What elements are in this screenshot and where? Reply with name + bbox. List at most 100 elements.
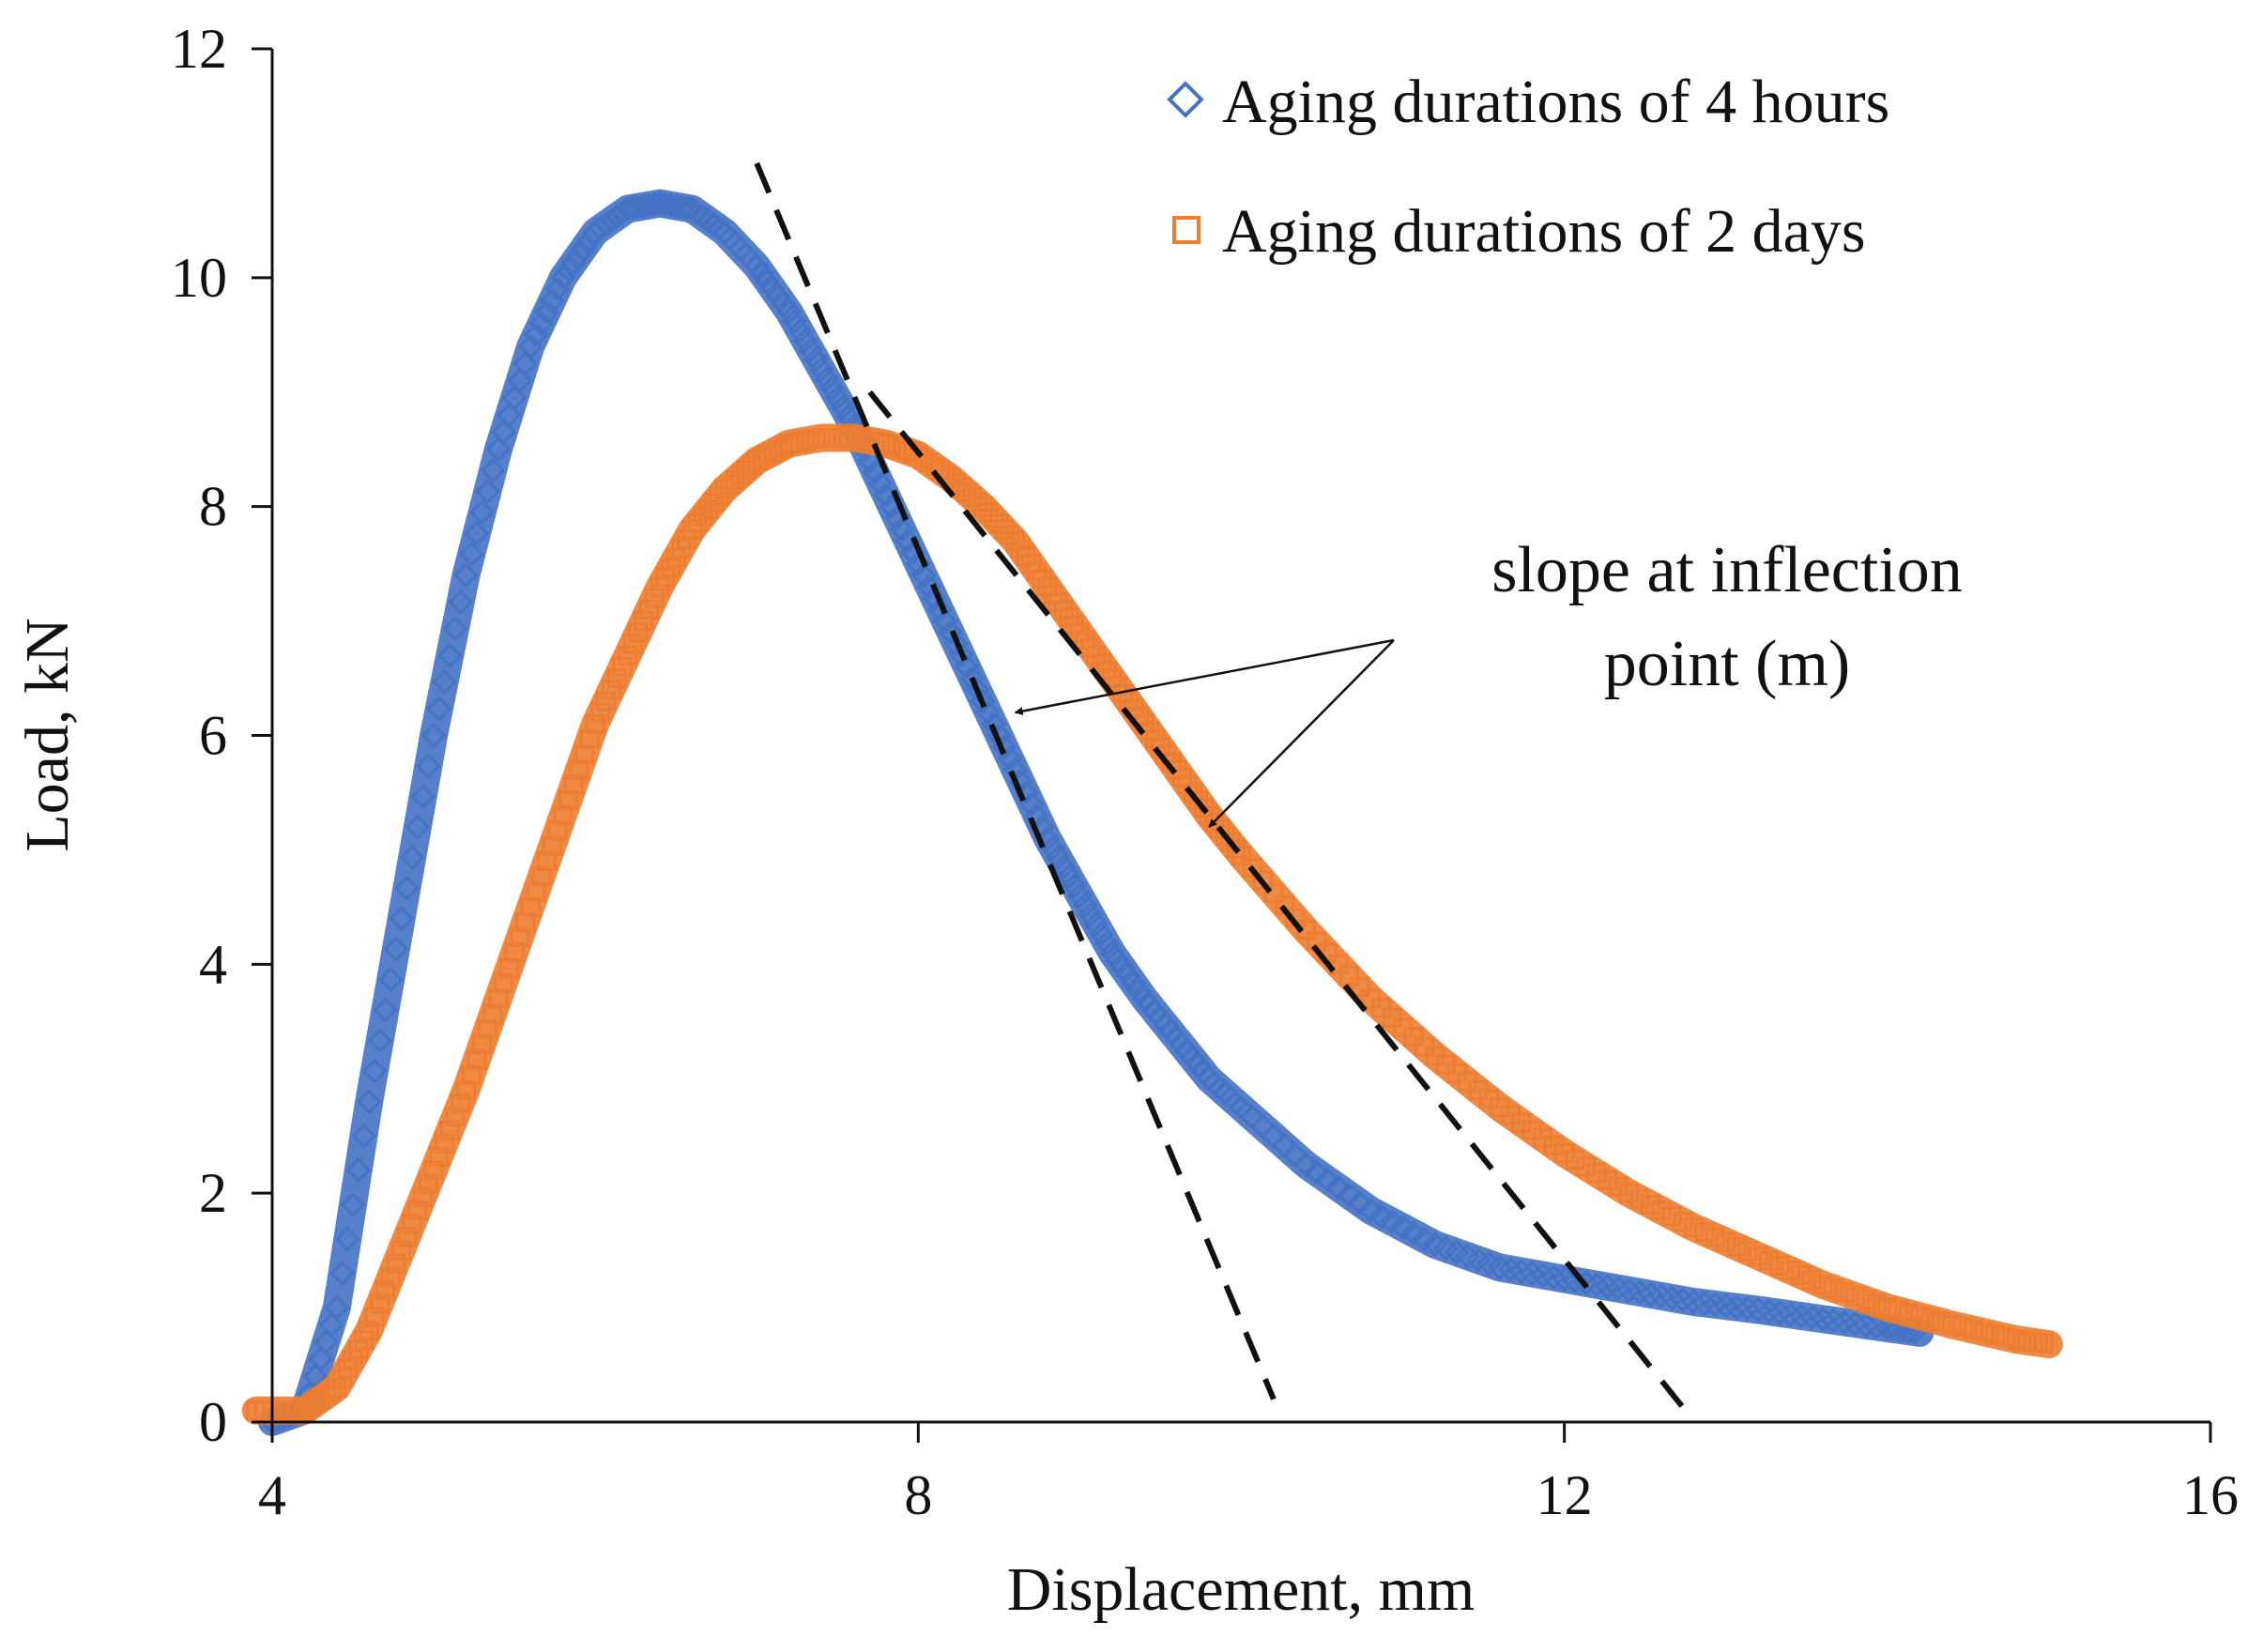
data-point xyxy=(563,774,584,795)
data-point xyxy=(321,1381,342,1401)
tangent-lines xyxy=(754,161,1689,1413)
data-point xyxy=(544,276,571,302)
data-point xyxy=(1040,834,1066,861)
data-point xyxy=(445,1107,466,1127)
data-point xyxy=(1046,845,1071,870)
data-point xyxy=(402,1214,422,1234)
data-point xyxy=(781,309,807,335)
data-point xyxy=(1357,1198,1384,1223)
data-point xyxy=(383,936,409,962)
data-point xyxy=(364,1307,385,1327)
data-point xyxy=(932,608,958,635)
data-point xyxy=(1920,1308,1941,1329)
series-layer xyxy=(241,189,2063,1436)
data-point xyxy=(458,542,484,567)
data-point xyxy=(819,375,845,402)
data-point xyxy=(1791,1265,1812,1286)
data-point xyxy=(579,729,600,750)
data-point xyxy=(873,482,899,508)
data-point xyxy=(477,1018,497,1039)
data-point xyxy=(703,493,724,513)
axis-ticks: 4 8 12 16 0 2 4 6 8 10 12 xyxy=(171,18,2239,1526)
data-point xyxy=(389,906,415,932)
data-point xyxy=(1985,1324,2006,1345)
data-point xyxy=(988,513,1009,534)
data-point xyxy=(1748,1246,1768,1266)
data-point xyxy=(1121,971,1147,997)
data-point xyxy=(1964,1320,1984,1340)
data-point xyxy=(585,713,605,734)
data-point xyxy=(622,634,643,654)
data-point xyxy=(1769,1255,1790,1276)
data-point xyxy=(830,394,856,421)
data-point xyxy=(1433,1235,1459,1262)
data-point xyxy=(1586,1163,1607,1184)
data-point xyxy=(1072,892,1098,918)
data-point xyxy=(808,356,834,382)
data-point xyxy=(413,1186,434,1207)
data-point xyxy=(456,1079,476,1100)
data-point xyxy=(1737,1241,1758,1262)
data-point xyxy=(523,322,549,348)
data-point xyxy=(792,328,818,354)
data-point xyxy=(340,1191,366,1217)
data-point xyxy=(469,499,496,526)
legend-marker-2-days xyxy=(1172,216,1200,244)
annotation-line-2: point (m) xyxy=(1604,628,1850,700)
data-point xyxy=(835,404,862,430)
data-point xyxy=(1823,1278,1843,1299)
data-point xyxy=(380,1267,401,1288)
data-point xyxy=(709,485,729,506)
data-point xyxy=(1952,1317,1973,1338)
data-point xyxy=(1078,902,1104,927)
legend-label-2-days: Aging durations of 2 days xyxy=(1222,197,1866,266)
data-point xyxy=(572,234,598,260)
data-point xyxy=(1210,818,1231,839)
data-point xyxy=(453,562,479,589)
data-point xyxy=(1476,1250,1502,1277)
data-point xyxy=(612,656,633,677)
data-point xyxy=(1759,1250,1780,1271)
legend-label-4-hours: Aging durations of 4 hours xyxy=(1222,68,1889,136)
data-point xyxy=(1018,791,1045,818)
data-point xyxy=(393,875,420,901)
data-point xyxy=(994,519,1015,540)
data-point xyxy=(418,1173,438,1194)
x-tick-label: 16 xyxy=(2182,1464,2239,1526)
data-point xyxy=(618,645,638,665)
data-point xyxy=(1226,838,1246,859)
data-point xyxy=(480,457,506,483)
data-point xyxy=(601,680,621,700)
data-point xyxy=(1050,854,1077,880)
data-point xyxy=(1661,1206,1682,1227)
data-point xyxy=(475,478,500,504)
data-point xyxy=(566,242,592,268)
data-point xyxy=(978,502,999,523)
data-point xyxy=(1390,1215,1416,1241)
data-point xyxy=(749,261,775,287)
tangent-2-days-line xyxy=(867,390,1689,1413)
data-point xyxy=(435,1133,455,1154)
data-point xyxy=(1304,1159,1330,1185)
data-point xyxy=(466,1049,487,1070)
data-point xyxy=(1314,1167,1340,1193)
data-point xyxy=(537,851,558,872)
data-point xyxy=(1651,1200,1672,1220)
data-point xyxy=(1726,1236,1747,1257)
data-point xyxy=(1099,940,1125,966)
data-point xyxy=(1204,812,1225,833)
data-point xyxy=(1899,1303,1919,1323)
data-point xyxy=(399,845,425,870)
data-point xyxy=(590,702,611,723)
data-point xyxy=(1066,882,1093,909)
data-point xyxy=(954,653,980,680)
data-point xyxy=(498,957,519,978)
data-point xyxy=(1412,1226,1437,1252)
data-point xyxy=(439,1120,460,1140)
data-point xyxy=(542,835,562,856)
data-point xyxy=(1974,1322,1995,1342)
data-point xyxy=(415,753,441,779)
series-band xyxy=(258,189,1934,1436)
data-point xyxy=(448,589,474,615)
